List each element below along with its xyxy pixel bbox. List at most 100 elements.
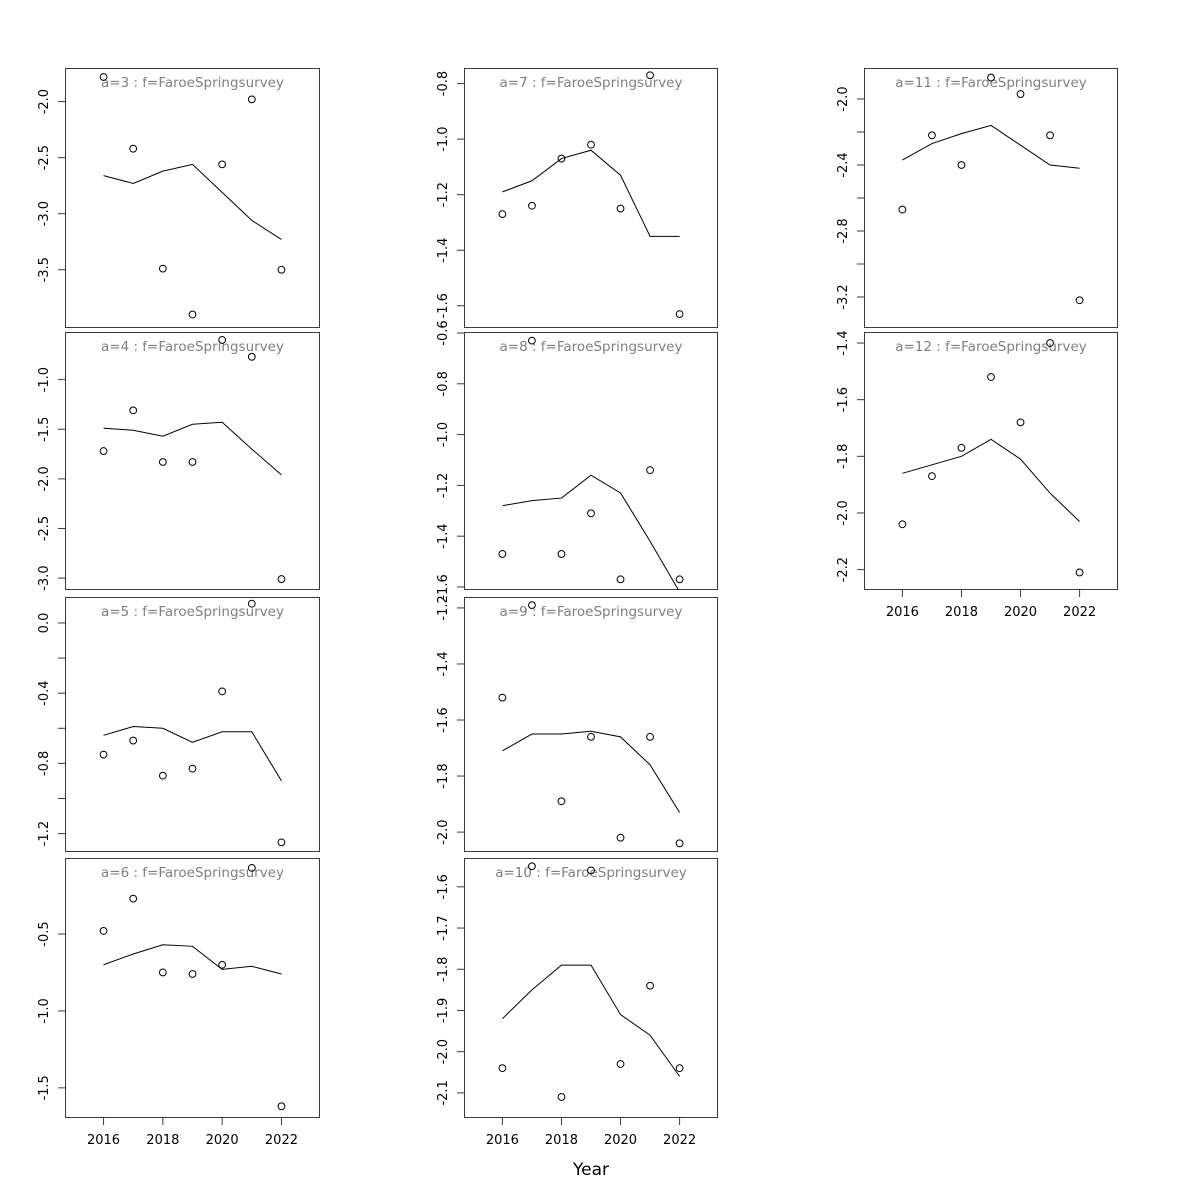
panel-title: a=10 : f=FaroeSpringsurvey	[495, 865, 687, 881]
data-point	[957, 443, 966, 452]
data-point	[277, 1102, 286, 1111]
y-tick-label: -0.8	[436, 71, 451, 96]
data-point	[498, 1064, 507, 1073]
panel-border	[65, 858, 320, 1118]
panel-border	[65, 332, 320, 590]
y-tick-label: 0.0	[37, 613, 52, 634]
panel-a10: a=10 : f=FaroeSpringsurvey -1.6 -1.7 -1.8 -1…	[436, 858, 718, 1148]
x-tick-label: 2022	[265, 1133, 298, 1148]
y-tick-label: -3.5	[37, 257, 52, 282]
panel-title: a=11 : f=FaroeSpringsurvey	[895, 75, 1087, 91]
y-tick-label: -1.0	[436, 126, 451, 151]
data-point	[188, 970, 197, 978]
y-tick-label: -2.0	[37, 466, 52, 491]
y-tick-label: -2.0	[436, 1039, 451, 1064]
data-point	[616, 575, 625, 584]
panel-a4: a=4 : f=FaroeSpringsurvey -1.0 -1.5 -2.0 -2.…	[37, 332, 320, 591]
y-tick-label: -0.8	[37, 751, 52, 776]
panel-title: a=8 : f=FaroeSpringsurvey	[500, 339, 683, 355]
y-tick-label: -1.4	[436, 238, 451, 263]
fit-line	[902, 438, 1080, 522]
fit-line	[502, 964, 681, 1077]
y-tick-label: -2.4	[836, 152, 851, 177]
x-axis-title: Year	[573, 1160, 609, 1180]
fit-line	[103, 944, 282, 975]
panel-border	[864, 332, 1118, 590]
x-tick-label: 2018	[945, 605, 978, 620]
x-tick-label: 2018	[146, 1133, 179, 1148]
y-tick-label: -1.9	[436, 998, 451, 1023]
panel-a7: a=7 : f=FaroeSpringsurvey -0.8 -1.0 -1.2 -1.…	[436, 68, 718, 328]
data-point	[646, 981, 654, 990]
fit-line	[502, 474, 680, 590]
y-tick-label: -1.6	[436, 574, 451, 599]
data-point	[528, 201, 536, 210]
y-tick-label: -0.4	[37, 680, 52, 705]
data-point	[528, 601, 536, 610]
y-tick-label: -1.6	[836, 387, 851, 412]
panel-title: a=5 : f=FaroeSpringsurvey	[101, 604, 284, 620]
panel-title: a=9 : f=FaroeSpringsurvey	[500, 604, 683, 620]
data-point	[188, 310, 197, 319]
data-point	[277, 838, 286, 847]
data-point	[158, 458, 167, 466]
data-point	[616, 1060, 625, 1068]
panel-title: a=6 : f=FaroeSpringsurvey	[101, 865, 284, 881]
data-point	[247, 95, 256, 104]
data-point	[1046, 339, 1054, 347]
data-point	[957, 161, 966, 169]
y-tick-label: -2.1	[436, 1080, 451, 1105]
panel-border	[864, 68, 1118, 328]
panel-a12: a=12 : f=FaroeSpringsurvey -1.4 -1.6 -1.8 -2…	[836, 330, 1118, 620]
data-point	[158, 771, 167, 780]
x-tick-label: 2016	[486, 1133, 519, 1148]
panel-border	[65, 68, 320, 328]
data-point	[498, 550, 507, 558]
data-point	[99, 927, 108, 935]
data-point	[928, 472, 936, 481]
data-point	[188, 764, 197, 773]
data-point	[557, 797, 566, 806]
data-point	[247, 599, 256, 608]
y-tick-label: -1.2	[436, 473, 451, 498]
panel-title: a=4 : f=FaroeSpringsurvey	[101, 339, 284, 355]
fit-line	[502, 730, 681, 813]
data-point	[898, 205, 907, 214]
y-tick-label: -3.0	[37, 565, 52, 590]
data-point	[616, 833, 625, 842]
data-point	[158, 968, 167, 977]
x-tick-label: 2020	[1004, 605, 1037, 620]
y-tick-label: -1.5	[37, 417, 52, 442]
y-tick-label: -2.5	[37, 145, 52, 170]
y-tick-label: -0.6	[436, 320, 451, 345]
y-tick-label: -1.4	[436, 523, 451, 548]
data-point	[1016, 90, 1025, 98]
y-tick-label: -1.0	[37, 998, 52, 1023]
fit-line	[902, 124, 1080, 169]
data-point	[218, 960, 227, 969]
y-tick-label: -0.8	[436, 371, 451, 396]
y-tick-label: -1.8	[436, 763, 451, 788]
data-point	[218, 687, 227, 696]
y-tick-label: -1.6	[436, 707, 451, 732]
y-tick-label: -2.0	[436, 819, 451, 844]
data-point	[277, 575, 286, 583]
panel-a11: a=11 : f=FaroeSpringsurvey -2.0 -2.4 -2.8 -3…	[836, 68, 1118, 328]
y-tick-label: -1.4	[836, 330, 851, 355]
data-point	[557, 154, 566, 163]
data-point	[928, 131, 936, 140]
x-tick-label: 2020	[604, 1133, 637, 1148]
fit-line	[103, 726, 282, 782]
y-tick-label: -2.2	[836, 557, 851, 582]
data-point	[646, 732, 654, 741]
x-tick-label: 2020	[206, 1133, 239, 1148]
y-tick-label: -1.2	[436, 595, 451, 620]
y-tick-label: -2.8	[836, 218, 851, 243]
x-tick-label: 2018	[545, 1133, 578, 1148]
panel-title: a=7 : f=FaroeSpringsurvey	[500, 75, 683, 91]
fit-line	[502, 149, 680, 237]
y-tick-label: -2.0	[37, 89, 52, 114]
data-point	[557, 1093, 566, 1101]
data-point	[646, 71, 654, 80]
data-point	[218, 336, 227, 344]
